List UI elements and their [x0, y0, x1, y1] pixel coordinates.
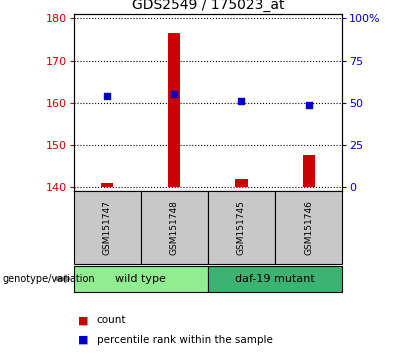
Point [104, 93, 110, 99]
Text: GSM151747: GSM151747 [102, 200, 112, 255]
Bar [303, 155, 315, 187]
Bar [236, 178, 247, 187]
Point [171, 91, 178, 97]
Title: GDS2549 / 175023_at: GDS2549 / 175023_at [131, 0, 284, 12]
Text: count: count [97, 315, 126, 325]
Bar [101, 183, 113, 187]
Text: percentile rank within the sample: percentile rank within the sample [97, 335, 273, 345]
Text: genotype/variation: genotype/variation [2, 274, 95, 284]
Text: GSM151748: GSM151748 [170, 200, 179, 255]
Text: ■: ■ [78, 315, 88, 325]
Text: wild type: wild type [115, 274, 166, 284]
Point [305, 102, 312, 108]
Bar [168, 33, 180, 187]
Text: ■: ■ [78, 335, 88, 345]
Text: GSM151746: GSM151746 [304, 200, 313, 255]
Text: daf-19 mutant: daf-19 mutant [235, 274, 315, 284]
Point [238, 98, 245, 104]
Text: GSM151745: GSM151745 [237, 200, 246, 255]
